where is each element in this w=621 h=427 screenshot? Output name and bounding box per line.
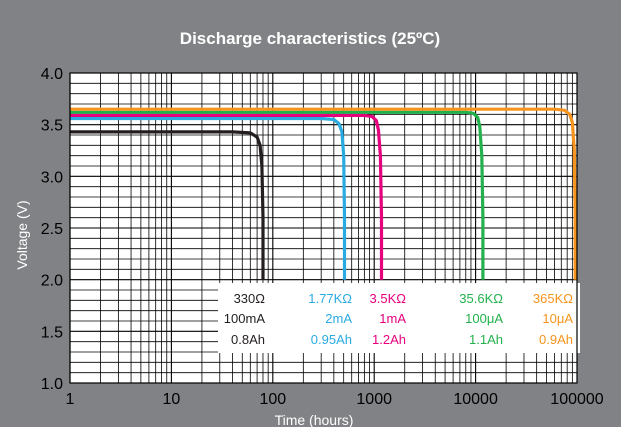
y-tick-label: 2.0 <box>41 273 63 290</box>
legend-capacity-2: 0.95Ah <box>311 332 352 347</box>
legend-current-1: 100mA <box>224 311 266 326</box>
legend-resistance-1: 330Ω <box>234 291 266 306</box>
y-tick-label: 3.5 <box>41 118 63 135</box>
chart-title: Discharge characteristics (25ºC) <box>180 29 440 48</box>
legend-box <box>218 283 580 353</box>
x-tick-label: 10000 <box>453 391 498 408</box>
legend-current-2: 2mA <box>325 311 352 326</box>
y-tick-label: 2.5 <box>41 221 63 238</box>
legend-capacity-5: 0.9Ah <box>539 332 573 347</box>
y-tick-label: 4.0 <box>41 66 63 83</box>
x-tick-label: 1000 <box>356 391 392 408</box>
series-line-4 <box>70 110 485 280</box>
legend-current-3: 1mA <box>379 311 406 326</box>
legend-current-4: 100μA <box>465 311 503 326</box>
y-tick-label: 1.5 <box>41 324 63 341</box>
y-axis-label: Voltage (V) <box>14 200 30 269</box>
legend-resistance-3: 3.5KΩ <box>370 291 407 306</box>
x-tick-label: 100 <box>259 391 286 408</box>
legend-capacity-3: 1.2Ah <box>372 332 406 347</box>
x-axis-label: Time (hours) <box>275 412 354 427</box>
series-line-3 <box>70 113 384 280</box>
y-tick-label: 1.0 <box>41 376 63 393</box>
x-tick-label: 10 <box>163 391 181 408</box>
legend-capacity-4: 1.1Ah <box>469 332 503 347</box>
series-line-2 <box>70 116 347 280</box>
legend-resistance-5: 365KΩ <box>533 291 573 306</box>
y-tick-label: 3.0 <box>41 169 63 186</box>
legend-resistance-4: 35.6KΩ <box>459 291 503 306</box>
x-tick-label: 100000 <box>550 391 603 408</box>
x-tick-label: 1 <box>66 391 75 408</box>
series-line-5 <box>70 107 577 280</box>
plot-border <box>69 72 578 384</box>
plot-area: 330Ω 100mA 0.8Ah 1.77KΩ 2mA 0.95Ah 3.5KΩ 1mA 1.2… <box>41 66 604 408</box>
legend-capacity-1: 0.8Ah <box>231 332 265 347</box>
legend-resistance-2: 1.77KΩ <box>308 291 352 306</box>
legend-current-5: 10μA <box>542 311 573 326</box>
series-line-1 <box>70 130 265 280</box>
